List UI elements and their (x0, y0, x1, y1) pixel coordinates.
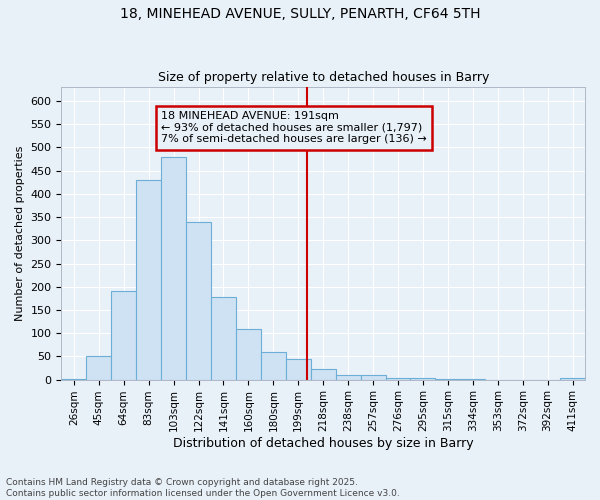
Bar (136, 180, 161, 380)
Bar (161, 156, 186, 380)
Bar (111, 292, 136, 380)
Text: Contains HM Land Registry data © Crown copyright and database right 2025.
Contai: Contains HM Land Registry data © Crown c… (6, 478, 400, 498)
Bar (311, 369, 335, 380)
Bar (186, 222, 211, 380)
Bar (236, 328, 261, 380)
Text: 18, MINEHEAD AVENUE, SULLY, PENARTH, CF64 5TH: 18, MINEHEAD AVENUE, SULLY, PENARTH, CF6… (120, 8, 480, 22)
Bar (211, 297, 236, 380)
Bar (386, 378, 410, 380)
Y-axis label: Number of detached properties: Number of detached properties (15, 146, 25, 321)
Bar (361, 375, 386, 380)
Bar (261, 352, 286, 380)
Title: Size of property relative to detached houses in Barry: Size of property relative to detached ho… (158, 72, 489, 85)
Bar (436, 378, 460, 380)
Bar (560, 378, 585, 380)
X-axis label: Distribution of detached houses by size in Barry: Distribution of detached houses by size … (173, 437, 473, 450)
Text: 18 MINEHEAD AVENUE: 191sqm
← 93% of detached houses are smaller (1,797)
7% of se: 18 MINEHEAD AVENUE: 191sqm ← 93% of deta… (161, 111, 427, 144)
Bar (61, 378, 86, 380)
Bar (410, 378, 436, 380)
Bar (86, 356, 111, 380)
Bar (286, 358, 311, 380)
Bar (335, 375, 361, 380)
